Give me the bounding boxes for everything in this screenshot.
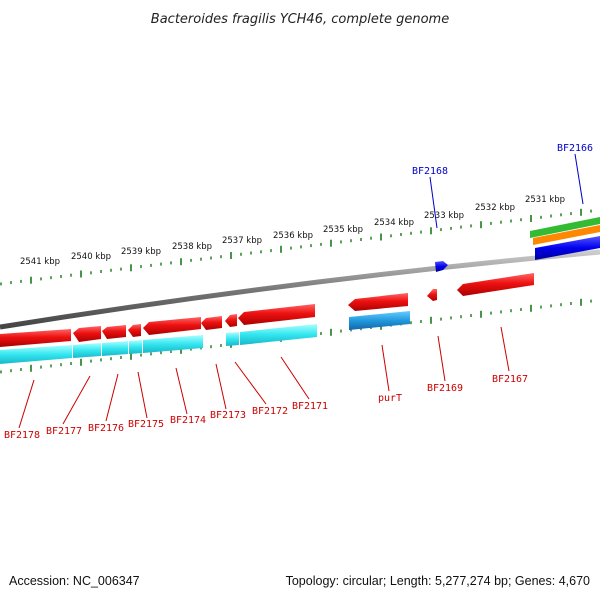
- leader-line-BF2171: [280, 356, 310, 400]
- map-title: Bacteroides fragilis YCH46, complete gen…: [151, 12, 449, 27]
- gene-label-purT[interactable]: purT: [378, 393, 402, 404]
- accession-text: Accession: NC_006347: [9, 574, 140, 588]
- gene-arrow-BF2172[interactable]: [225, 314, 237, 327]
- gene-label-BF2169[interactable]: BF2169: [427, 383, 463, 394]
- gene-labels: BF2178 BF2177 BF2176 BF2175 BF2174 BF217…: [4, 143, 593, 441]
- gene-leader-lines: [18, 153, 584, 429]
- gene-arrow-BF2178[interactable]: [0, 329, 71, 347]
- gene-label-BF2172[interactable]: BF2172: [252, 406, 288, 417]
- gene-label-BF2171[interactable]: BF2171: [292, 401, 328, 412]
- gene-arrow-BF2173[interactable]: [201, 316, 222, 330]
- leader-line-BF2174: [175, 367, 188, 415]
- leader-line-BF2166: [574, 153, 584, 205]
- scale-label-2538: 2538 kbp: [172, 242, 212, 252]
- leader-line-BF2168: [429, 176, 438, 229]
- gene-arrow-BF2168[interactable]: [435, 261, 448, 272]
- cds-block-BF2177[interactable]: [73, 343, 101, 358]
- leader-line-purT: [381, 344, 390, 392]
- cds-block-BF2178[interactable]: [0, 345, 72, 364]
- gene-arrow-BF2176[interactable]: [102, 325, 126, 339]
- leader-line-BF2167: [500, 326, 510, 372]
- cds-block-BF2176[interactable]: [102, 341, 128, 356]
- cds-block-BF2174[interactable]: [143, 335, 203, 353]
- cds-blocks: [0, 311, 410, 364]
- cds-block-BF2175[interactable]: [129, 340, 142, 354]
- gene-label-BF2167[interactable]: BF2167: [492, 374, 528, 385]
- leader-line-BF2173: [215, 363, 227, 410]
- gene-label-BF2173[interactable]: BF2173: [210, 410, 246, 421]
- scale-labels: 2541 kbp 2540 kbp 2539 kbp 2538 kbp 2537…: [20, 195, 565, 267]
- scale-label-2536: 2536 kbp: [273, 231, 313, 241]
- scale-label-2532: 2532 kbp: [475, 203, 515, 213]
- outer-scale-ticks: [0, 208, 592, 286]
- gene-label-BF2175[interactable]: BF2175: [128, 419, 164, 430]
- scale-label-2531: 2531 kbp: [525, 195, 565, 205]
- upper-feature-tracks: [435, 217, 600, 272]
- gene-label-BF2168[interactable]: BF2168: [412, 166, 448, 177]
- leader-line-BF2172: [234, 361, 267, 405]
- cds-block-BF2171[interactable]: [240, 324, 317, 345]
- gene-label-BF2174[interactable]: BF2174: [170, 415, 206, 426]
- gene-label-BF2178[interactable]: BF2178: [4, 430, 40, 441]
- gene-label-BF2177[interactable]: BF2177: [46, 426, 82, 437]
- leader-line-BF2178: [18, 379, 35, 429]
- leader-line-BF2169: [437, 335, 446, 382]
- track-orange[interactable]: [533, 225, 600, 245]
- scale-label-2533: 2533 kbp: [424, 211, 464, 221]
- gene-arrow-BF2174[interactable]: [143, 317, 201, 335]
- genome-backbone: [0, 249, 600, 330]
- scale-label-2535: 2535 kbp: [323, 225, 363, 235]
- scale-label-2534: 2534 kbp: [374, 218, 414, 228]
- gene-label-BF2176[interactable]: BF2176: [88, 423, 124, 434]
- genome-summary-text: Topology: circular; Length: 5,277,274 bp…: [285, 574, 590, 588]
- scale-label-2541: 2541 kbp: [20, 257, 60, 267]
- gene-arrow-BF2175[interactable]: [128, 324, 141, 337]
- scale-label-2539: 2539 kbp: [121, 247, 161, 257]
- gene-arrow-BF2171[interactable]: [238, 304, 315, 325]
- leader-line-BF2175: [137, 371, 148, 419]
- forward-gene-arrows: [0, 273, 534, 347]
- track-green[interactable]: [530, 217, 600, 238]
- gene-arrow-BF2169[interactable]: [427, 289, 437, 301]
- leader-line-BF2176: [105, 373, 119, 422]
- cds-block-BF2172[interactable]: [226, 332, 239, 346]
- gene-arrow-BF2167[interactable]: [457, 273, 534, 296]
- gene-arrow-purT[interactable]: [348, 293, 408, 311]
- scale-label-2540: 2540 kbp: [71, 252, 111, 262]
- gene-label-BF2166[interactable]: BF2166: [557, 143, 593, 154]
- cds-block-purT[interactable]: [349, 311, 410, 330]
- gene-arrow-BF2177[interactable]: [73, 326, 101, 342]
- scale-label-2537: 2537 kbp: [222, 236, 262, 246]
- leader-line-BF2177: [62, 375, 91, 425]
- track-blue[interactable]: [535, 236, 600, 260]
